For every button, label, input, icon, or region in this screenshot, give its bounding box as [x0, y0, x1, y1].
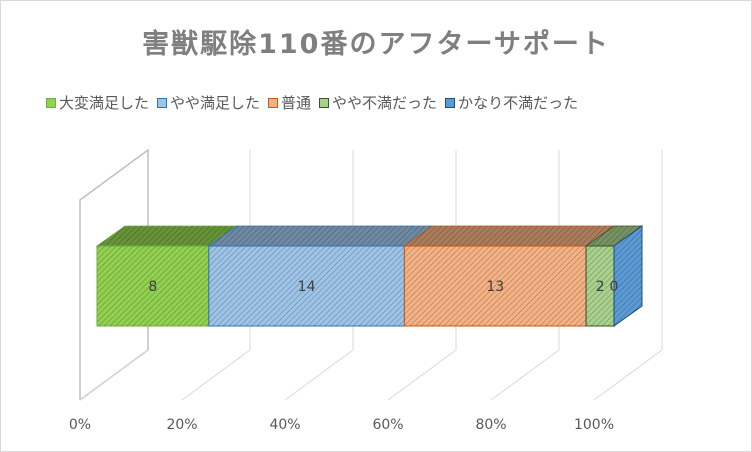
legend-item-1: やや満足した: [157, 92, 260, 113]
x-tick-label: 0%: [69, 417, 91, 433]
legend: 大変満足した やや満足した 普通 やや不満だった かなり不満だった: [46, 92, 586, 113]
legend-item-4: かなり不満だった: [445, 92, 578, 113]
floor-gridline-5: [593, 349, 663, 401]
floor-gridline-3: [387, 349, 457, 401]
legend-label-2: 普通: [281, 94, 312, 112]
legend-item-0: 大変満足した: [46, 92, 149, 113]
x-tick-label: 100%: [574, 417, 614, 433]
legend-item-2: 普通: [268, 92, 311, 113]
data-label-0: 8: [148, 279, 157, 295]
bar-front-hatch: [97, 246, 209, 326]
x-tick-label: 60%: [372, 417, 403, 433]
x-tick-label: 40%: [269, 417, 300, 433]
bar-side-hatch: [614, 226, 642, 326]
chart-title: 害獣駆除110番のアフターサポート: [142, 29, 610, 60]
bar-front-hatch: [586, 246, 614, 326]
legend-swatch-4: [445, 97, 456, 108]
x-tick-label: 80%: [475, 417, 506, 433]
legend-label-0: 大変満足した: [59, 94, 150, 112]
bar-segment-3: [584, 225, 644, 327]
legend-label-3: やや不満だった: [332, 94, 438, 112]
floor-gridline-0: [79, 349, 149, 401]
legend-label-4: かなり不満だった: [458, 94, 579, 112]
x-tick-label: 20%: [166, 417, 197, 433]
bar-front-hatch: [404, 246, 587, 326]
bar-top-hatch: [208, 226, 433, 246]
bar-top-hatch: [404, 226, 615, 246]
legend-swatch-1: [157, 97, 168, 108]
legend-item-3: やや不満だった: [319, 92, 437, 113]
bar-top-hatch: [586, 226, 642, 246]
floor-gridline-4: [490, 349, 560, 401]
bar-front-hatch: [208, 246, 405, 326]
data-label-3: 2: [596, 279, 605, 295]
bar-segment-2: [403, 225, 616, 327]
legend-swatch-3: [319, 97, 330, 108]
legend-label-1: やや満足した: [170, 94, 261, 112]
data-label-2: 13: [486, 279, 504, 295]
floor-gridline-2: [284, 349, 354, 401]
legend-swatch-0: [46, 97, 56, 108]
bar-segment-1: [207, 225, 434, 327]
data-label-1: 14: [298, 279, 316, 295]
floor-gridline-1: [181, 349, 251, 401]
bar-top-hatch: [97, 226, 237, 246]
legend-swatch-2: [268, 97, 279, 108]
data-label-4: 0: [610, 279, 619, 295]
